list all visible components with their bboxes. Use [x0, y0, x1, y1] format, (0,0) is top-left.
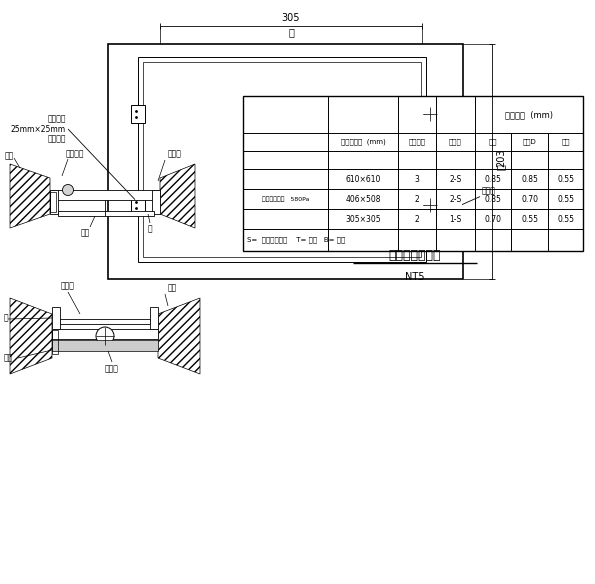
- Text: 挂钩D: 挂钩D: [522, 138, 536, 145]
- Text: 铰链数量: 铰链数量: [409, 138, 425, 145]
- Bar: [50, 190, 160, 200]
- Polygon shape: [10, 164, 50, 228]
- Text: 突锁销: 突锁销: [61, 281, 75, 290]
- Text: 成字锁销: 成字锁销: [48, 134, 66, 144]
- Text: 边框: 边框: [488, 138, 497, 145]
- Bar: [131, 105, 145, 123]
- Text: 额定压升大于   580Pa: 额定压升大于 580Pa: [262, 196, 309, 202]
- Text: 刚性法兰: 刚性法兰: [48, 114, 66, 123]
- Text: 垫板: 垫板: [80, 228, 90, 237]
- Bar: [150, 307, 158, 329]
- Bar: [52, 330, 58, 354]
- Text: 检修口尺寸  (mm): 检修口尺寸 (mm): [340, 138, 386, 145]
- Text: 门: 门: [148, 224, 153, 233]
- Bar: [52, 329, 158, 339]
- Text: 突启销: 突启销: [482, 187, 496, 196]
- Bar: [50, 192, 56, 212]
- Text: 25mm×25mm: 25mm×25mm: [11, 124, 66, 134]
- Bar: [152, 190, 160, 214]
- Polygon shape: [160, 164, 195, 228]
- Text: 密封品: 密封品: [168, 149, 182, 158]
- Circle shape: [96, 327, 114, 345]
- Bar: [52, 340, 158, 351]
- Text: 风管: 风管: [168, 283, 177, 292]
- Bar: [52, 307, 60, 329]
- Text: 0.85: 0.85: [484, 175, 502, 183]
- Text: 风管检修门详图: 风管检修门详图: [389, 249, 441, 262]
- Text: 2: 2: [415, 194, 419, 203]
- Text: 3: 3: [415, 175, 419, 183]
- Polygon shape: [158, 298, 200, 374]
- Text: 垫板: 垫板: [4, 353, 13, 363]
- Text: 0.85: 0.85: [484, 194, 502, 203]
- Text: 406×508: 406×508: [345, 194, 381, 203]
- Text: 0.55: 0.55: [557, 214, 574, 224]
- Bar: [143, 62, 421, 257]
- Text: 0.55: 0.55: [521, 214, 538, 224]
- Bar: [58, 211, 154, 216]
- Bar: [50, 190, 58, 214]
- Text: NT5: NT5: [405, 272, 425, 282]
- Text: 风管: 风管: [5, 151, 14, 161]
- Circle shape: [423, 197, 437, 211]
- Text: 门: 门: [4, 314, 8, 322]
- Circle shape: [62, 185, 74, 196]
- Bar: [108, 44, 463, 279]
- Text: 0.70: 0.70: [484, 214, 502, 224]
- Bar: [131, 196, 145, 214]
- Text: 门: 门: [288, 27, 294, 37]
- Text: 门: 门: [496, 165, 506, 171]
- Polygon shape: [10, 298, 52, 374]
- Text: 0.55: 0.55: [557, 175, 574, 183]
- Text: 0.85: 0.85: [521, 175, 538, 183]
- Text: 2-S: 2-S: [449, 194, 462, 203]
- Text: 203: 203: [496, 148, 506, 167]
- Bar: [60, 319, 150, 324]
- Text: 金属厚度  (mm): 金属厚度 (mm): [505, 110, 553, 119]
- Text: 610×610: 610×610: [345, 175, 381, 183]
- Bar: [243, 96, 583, 251]
- Text: 插销量: 插销量: [449, 138, 462, 145]
- Text: 2: 2: [415, 214, 419, 224]
- Text: 密封品: 密封品: [105, 364, 119, 373]
- Text: 2-S: 2-S: [449, 175, 462, 183]
- Text: 305×305: 305×305: [345, 214, 381, 224]
- Text: 1-S: 1-S: [449, 214, 462, 224]
- Text: 0.55: 0.55: [557, 194, 574, 203]
- Text: 箱面: 箱面: [561, 138, 570, 145]
- Bar: [138, 57, 426, 262]
- Text: 0.70: 0.70: [521, 194, 538, 203]
- Text: 刚性法兰: 刚性法兰: [66, 149, 84, 158]
- Circle shape: [423, 107, 437, 121]
- Text: S=  销板及插销线    T= 上侧   B= 下侧: S= 销板及插销线 T= 上侧 B= 下侧: [247, 237, 345, 244]
- Text: 305: 305: [282, 13, 300, 23]
